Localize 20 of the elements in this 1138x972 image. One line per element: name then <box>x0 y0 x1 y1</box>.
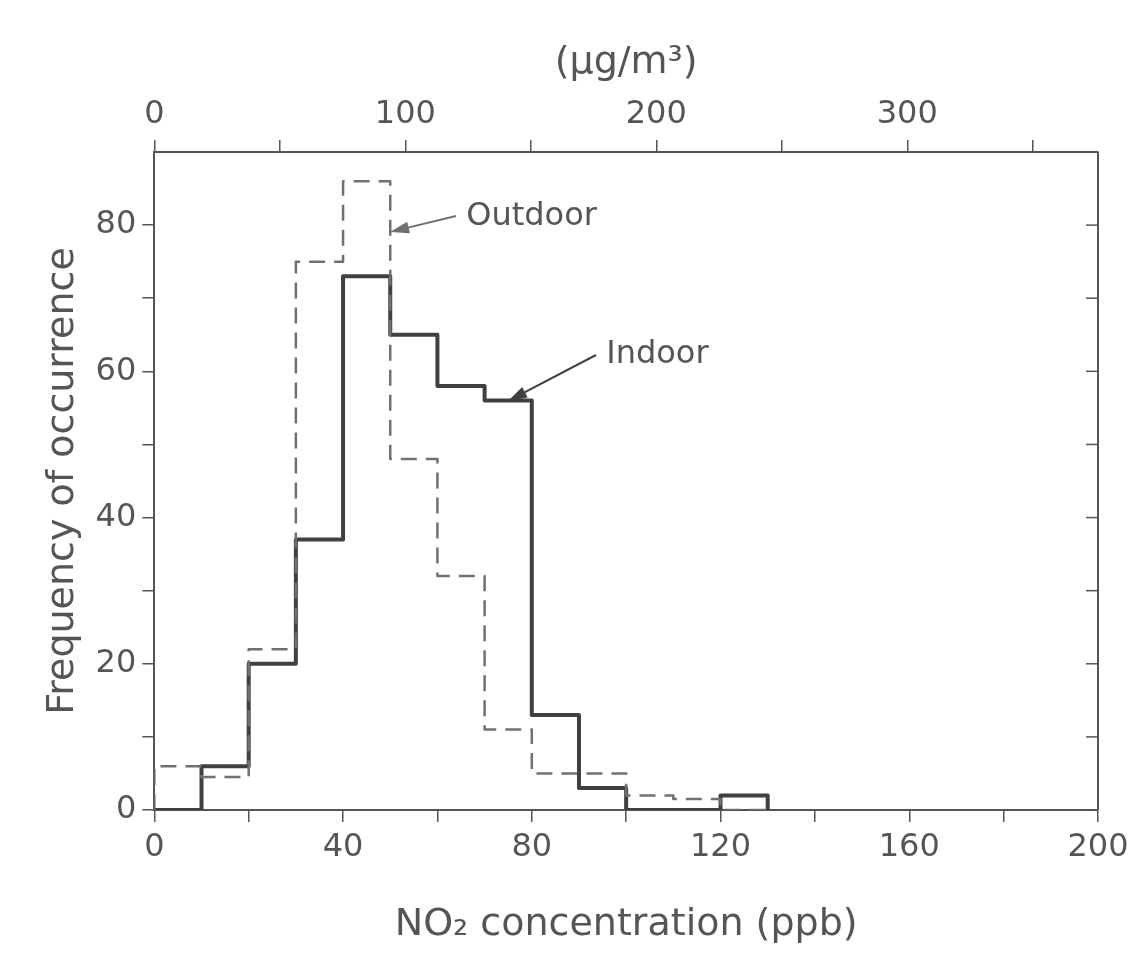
y-tick-label: 80 <box>95 203 137 242</box>
x-tick-label: 160 <box>878 825 940 864</box>
x-tick-label: 0 <box>144 825 165 864</box>
x-tick-label: 120 <box>689 825 752 864</box>
x2-axis-title: (μg/m³) <box>554 37 698 82</box>
x2-tick-label: 100 <box>374 93 436 132</box>
x2-tick-label: 0 <box>144 93 165 132</box>
y-tick-label: 20 <box>95 642 137 681</box>
y-tick-label: 0 <box>115 788 137 827</box>
y-tick-label: 60 <box>95 349 137 388</box>
x2-tick-label: 200 <box>625 93 687 132</box>
text: Indoor <box>606 332 710 371</box>
y-axis-title: Frequency of occurrence <box>37 247 82 715</box>
x-tick-label: 200 <box>1067 825 1129 864</box>
legend-label: Outdoor <box>466 194 598 233</box>
x2-tick-label: 300 <box>876 93 938 132</box>
y-tick-label: 40 <box>95 495 137 534</box>
x-tick-label: 80 <box>511 825 553 864</box>
x-axis-title: NO₂ concentration (ppb) <box>394 900 858 945</box>
x-tick-label: 40 <box>322 825 364 864</box>
